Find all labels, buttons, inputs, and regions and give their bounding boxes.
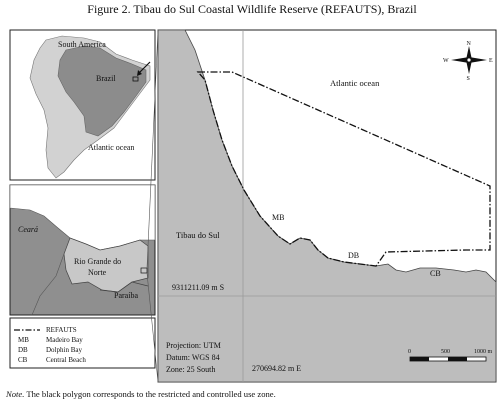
scale-bar: 0 500 1000 m	[408, 349, 493, 362]
state-border-ceara	[31, 253, 65, 316]
northing-label: 9311211.09 m S	[172, 283, 224, 292]
legend-abbr-mb: MB	[18, 336, 29, 344]
inset-state-map: Ceará Rio Grande do Norte Paraíba	[9, 184, 156, 316]
compass-south: S	[467, 76, 470, 82]
legend: REFAUTS MB Madeiro Bay DB Dolphin Bay CB…	[9, 317, 156, 369]
ceara-label: Ceará	[18, 225, 38, 234]
legend-item-refauts: REFAUTS	[46, 326, 77, 334]
rn-label-line1: Rio Grande do	[74, 257, 121, 266]
scale-tick-0: 0	[408, 349, 411, 355]
scale-tick-1000: 1000 m	[474, 349, 493, 355]
arrow-head	[137, 70, 142, 76]
datum-label: Datum: WGS 84	[166, 353, 220, 362]
scale-tick-500: 500	[441, 349, 450, 355]
legend-item-cb: Central Beach	[46, 356, 86, 364]
note-text: The black polygon corresponds to the res…	[24, 389, 276, 399]
brazil-region	[57, 45, 147, 137]
study-area-box	[140, 267, 148, 274]
legend-item-mb: Madeiro Bay	[46, 336, 83, 344]
figure-note: Note. The black polygon corresponds to t…	[6, 389, 276, 399]
compass-east: E	[489, 58, 493, 64]
easting-label: 270694.82 m E	[252, 364, 301, 373]
zoom-connector-top	[146, 29, 159, 269]
figure-title: Figure 2. Tibau do Sul Coastal Wildlife …	[87, 2, 417, 16]
zone-label: Zone: 25 South	[166, 365, 215, 374]
inset-south-america: South America Brazil Atlantic ocean	[9, 29, 156, 181]
continent-label: South America	[58, 40, 106, 49]
land-area	[157, 29, 497, 383]
town-label: Tibau do Sul	[176, 230, 220, 240]
legend-item-db: Dolphin Bay	[46, 346, 82, 354]
refauts-polygon	[196, 71, 491, 267]
projection-label: Projection: UTM	[166, 341, 221, 350]
main-ocean-label: Atlantic ocean	[330, 78, 380, 88]
location-box	[132, 76, 139, 82]
paraiba-border	[99, 281, 149, 293]
inset-ocean-label: Atlantic ocean	[88, 143, 134, 152]
rn-label-line2: Norte	[88, 268, 107, 277]
note-label: Note.	[6, 389, 25, 399]
zoom-connector-bottom	[146, 272, 159, 383]
main-map: Atlantic ocean Tibau do Sul MB DB CB 931…	[157, 29, 497, 383]
legend-abbr-db: DB	[18, 346, 28, 354]
compass-rose-icon: N S E W	[443, 41, 493, 82]
brazil-label: Brazil	[96, 74, 116, 83]
compass-north: N	[467, 41, 472, 47]
paraiba-label: Paraíba	[114, 291, 138, 300]
legend-abbr-cb: CB	[18, 356, 28, 364]
compass-west: W	[443, 58, 449, 64]
cb-label: CB	[430, 269, 441, 278]
mb-label: MB	[272, 213, 284, 222]
db-label: DB	[348, 251, 359, 260]
